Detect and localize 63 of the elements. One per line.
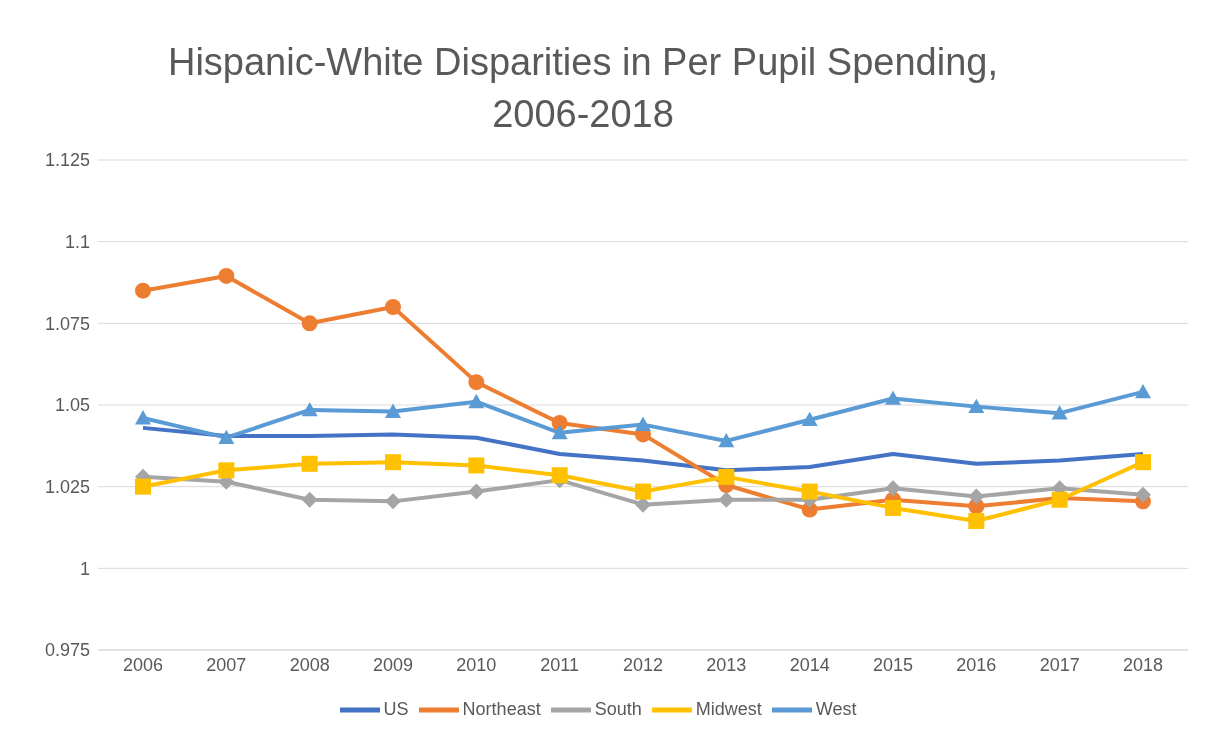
point — [301, 401, 318, 417]
point — [635, 416, 651, 431]
point — [801, 483, 818, 500]
point — [468, 374, 485, 391]
legend-label: West — [815, 698, 857, 719]
x-tick-label: 2013 — [706, 654, 747, 675]
y-tick-label: 1.075 — [44, 313, 90, 334]
point — [968, 488, 985, 505]
y-tick-label: 1.025 — [44, 477, 90, 498]
legend-label: US — [383, 698, 409, 719]
point — [218, 462, 235, 479]
point — [218, 267, 235, 284]
point — [385, 299, 401, 315]
point — [385, 454, 401, 471]
chart-title: Hispanic-White Disparities in Per Pupil Spending, 2006-2018 — [166, 40, 999, 137]
x-tick-label: 2016 — [956, 654, 997, 675]
y-tick-label: 1.125 — [44, 150, 90, 171]
x-tick-label: 2008 — [289, 654, 330, 675]
point — [385, 493, 401, 510]
point — [1051, 405, 1068, 420]
x-tick-label: 2014 — [789, 654, 830, 675]
x-tick-label: 2015 — [872, 654, 914, 675]
point — [1135, 486, 1151, 503]
point — [385, 403, 401, 418]
point — [968, 512, 985, 529]
x-tick-label: 2006 — [122, 654, 164, 675]
point — [968, 398, 985, 414]
x-tick-label: 2011 — [540, 654, 580, 675]
legend-label: Northeast — [462, 698, 541, 719]
point — [551, 467, 568, 484]
point — [885, 480, 901, 497]
y-tick-label: 1 — [79, 558, 90, 579]
point — [1135, 383, 1151, 399]
point — [468, 457, 485, 474]
x-tick-label: 2012 — [622, 654, 664, 675]
point — [718, 432, 735, 448]
point — [468, 483, 485, 500]
point — [1135, 454, 1151, 471]
point — [135, 410, 151, 425]
point — [468, 393, 485, 409]
point — [718, 491, 735, 508]
point — [135, 282, 151, 299]
point — [301, 455, 318, 472]
point — [301, 491, 318, 508]
point — [635, 483, 651, 500]
point — [551, 424, 568, 440]
point — [885, 499, 901, 516]
point — [301, 315, 318, 332]
y-tick-label: 1.05 — [54, 395, 90, 416]
point — [218, 429, 235, 445]
legend-label: Midwest — [695, 698, 762, 719]
x-tick-label: 2018 — [1122, 654, 1164, 675]
point — [135, 478, 151, 495]
legend-label: South — [594, 698, 642, 719]
y-tick-label: 0.975 — [44, 640, 90, 661]
x-tick-label: 2017 — [1039, 654, 1080, 675]
x-tick-label: 2009 — [372, 654, 414, 675]
point — [801, 411, 818, 427]
point — [885, 390, 901, 405]
x-tick-label: 2010 — [456, 654, 497, 675]
x-tick-label: 2007 — [206, 654, 247, 675]
point — [718, 468, 735, 485]
y-tick-label: 1.1 — [64, 232, 90, 253]
